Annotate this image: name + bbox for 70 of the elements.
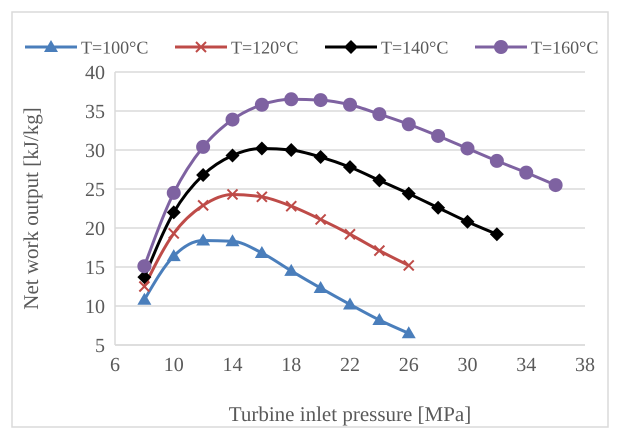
point (226, 188, 238, 200)
x-tick-label: 10 (164, 354, 184, 376)
point (254, 141, 269, 156)
point (284, 92, 298, 106)
point (226, 148, 240, 162)
point (166, 249, 181, 262)
point (284, 143, 298, 157)
x-tick-label: 26 (398, 354, 419, 376)
point (166, 205, 181, 220)
point (519, 166, 534, 180)
point (490, 154, 504, 168)
legend-label: T=140°C (381, 37, 448, 58)
point (402, 117, 416, 132)
point (166, 186, 181, 200)
point (402, 186, 416, 201)
x-tick-label: 6 (110, 354, 120, 376)
x-tick-label: 30 (458, 354, 478, 376)
y-axis-title: Net work output [kJ/kg] (19, 107, 43, 310)
point (285, 200, 298, 212)
x-tick-label: 18 (281, 354, 302, 376)
y-tick-label: 35 (85, 101, 105, 123)
point (284, 264, 298, 276)
point (256, 190, 268, 203)
x-tick-label: 38 (575, 354, 595, 376)
point (372, 173, 386, 188)
point (226, 234, 240, 246)
y-tick-label: 15 (85, 257, 105, 279)
point (314, 281, 328, 294)
point (196, 168, 210, 182)
point (137, 259, 152, 274)
point (314, 213, 327, 226)
point (254, 98, 269, 112)
x-tick-label: 22 (340, 354, 360, 376)
point (197, 199, 210, 212)
point (196, 233, 210, 246)
point (490, 227, 504, 242)
point (314, 150, 328, 164)
legend-label: T=120°C (231, 37, 298, 58)
y-tick-label: 5 (95, 335, 105, 357)
point (372, 313, 386, 326)
x-tick-label: 34 (516, 354, 536, 376)
point (343, 98, 357, 112)
point (431, 128, 446, 143)
point (548, 178, 563, 192)
legend-label: T=100°C (81, 37, 148, 58)
y-tick-label: 40 (85, 62, 105, 84)
legend-label: T=160°C (531, 37, 598, 58)
x-axis-title: Turbine inlet pressure [MPa] (228, 402, 472, 426)
y-tick-label: 10 (85, 296, 105, 318)
point (343, 297, 357, 310)
point (402, 259, 415, 272)
y-tick-label: 25 (85, 179, 105, 201)
point (343, 160, 357, 174)
point (254, 246, 269, 258)
y-tick-label: 20 (85, 218, 105, 240)
point (344, 228, 356, 240)
point (168, 227, 180, 240)
point (373, 244, 386, 257)
point (372, 107, 386, 122)
point (460, 214, 474, 229)
point (138, 280, 150, 292)
point (402, 326, 416, 338)
point (460, 141, 474, 156)
point (196, 140, 210, 154)
y-tick-label: 30 (85, 140, 105, 162)
x-tick-label: 14 (222, 354, 242, 376)
point (226, 112, 240, 127)
point (431, 200, 446, 215)
point (314, 93, 328, 108)
point (137, 292, 152, 305)
